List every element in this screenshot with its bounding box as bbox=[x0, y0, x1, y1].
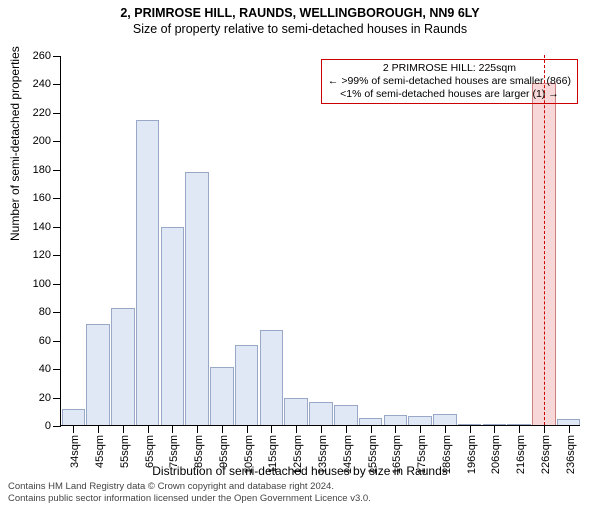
y-tick bbox=[53, 56, 61, 57]
y-tick-label: 40 bbox=[39, 363, 51, 375]
y-tick bbox=[53, 341, 61, 342]
y-tick bbox=[53, 170, 61, 171]
histogram-bar bbox=[334, 405, 358, 425]
y-tick-label: 140 bbox=[33, 221, 51, 233]
subject-marker-line bbox=[544, 55, 545, 425]
histogram-bar bbox=[161, 227, 185, 425]
annotation-line2: ← >99% of semi-detached houses are small… bbox=[328, 75, 571, 88]
y-tick bbox=[53, 312, 61, 313]
y-tick bbox=[53, 284, 61, 285]
x-tick bbox=[172, 425, 173, 433]
annotation-line3: <1% of semi-detached houses are larger (… bbox=[328, 88, 571, 101]
histogram-bar bbox=[86, 324, 110, 425]
x-tick bbox=[494, 425, 495, 433]
histogram-bar bbox=[210, 367, 234, 425]
histogram-bar bbox=[62, 409, 86, 425]
y-tick-label: 240 bbox=[33, 78, 51, 90]
x-tick bbox=[148, 425, 149, 433]
x-tick bbox=[420, 425, 421, 433]
x-tick bbox=[222, 425, 223, 433]
attribution-text: Contains HM Land Registry data © Crown c… bbox=[8, 481, 371, 504]
y-tick-label: 80 bbox=[39, 306, 51, 318]
y-tick bbox=[53, 227, 61, 228]
x-tick bbox=[569, 425, 570, 433]
x-tick bbox=[346, 425, 347, 433]
histogram-bar bbox=[136, 120, 160, 425]
bars-group bbox=[61, 56, 580, 425]
x-tick bbox=[519, 425, 520, 433]
y-tick-label: 20 bbox=[39, 392, 51, 404]
y-tick bbox=[53, 141, 61, 142]
y-tick-label: 220 bbox=[33, 107, 51, 119]
y-tick-label: 200 bbox=[33, 135, 51, 147]
plot-area: 02040608010012014016018020022024026034sq… bbox=[60, 56, 580, 426]
y-tick bbox=[53, 84, 61, 85]
x-tick bbox=[544, 425, 545, 433]
x-tick bbox=[395, 425, 396, 433]
histogram-bar bbox=[260, 330, 284, 425]
x-tick bbox=[445, 425, 446, 433]
y-tick-label: 260 bbox=[33, 50, 51, 62]
annotation-line1: 2 PRIMROSE HILL: 225sqm bbox=[328, 62, 571, 75]
x-tick bbox=[371, 425, 372, 433]
y-tick bbox=[53, 198, 61, 199]
y-tick bbox=[53, 255, 61, 256]
y-tick-label: 160 bbox=[33, 192, 51, 204]
y-tick bbox=[53, 426, 61, 427]
x-tick bbox=[73, 425, 74, 433]
y-tick-label: 0 bbox=[45, 420, 51, 432]
histogram-bar bbox=[185, 172, 209, 425]
histogram-bar bbox=[359, 418, 383, 425]
histogram-bar bbox=[284, 398, 308, 425]
x-tick bbox=[247, 425, 248, 433]
y-tick-label: 180 bbox=[33, 164, 51, 176]
y-tick-label: 100 bbox=[33, 278, 51, 290]
attribution-line1: Contains HM Land Registry data © Crown c… bbox=[8, 481, 371, 492]
histogram-bar bbox=[433, 414, 457, 425]
chart-container: 2, PRIMROSE HILL, RAUNDS, WELLINGBOROUGH… bbox=[0, 6, 600, 506]
histogram-bar bbox=[111, 308, 135, 425]
x-axis-label: Distribution of semi-detached houses by … bbox=[0, 464, 600, 478]
x-tick bbox=[296, 425, 297, 433]
y-tick-label: 60 bbox=[39, 335, 51, 347]
chart-subtitle: Size of property relative to semi-detach… bbox=[0, 22, 600, 36]
y-tick bbox=[53, 398, 61, 399]
histogram-bar bbox=[408, 416, 432, 425]
x-tick bbox=[321, 425, 322, 433]
histogram-bar bbox=[235, 345, 259, 425]
x-tick bbox=[197, 425, 198, 433]
x-tick bbox=[123, 425, 124, 433]
x-tick bbox=[271, 425, 272, 433]
chart-title: 2, PRIMROSE HILL, RAUNDS, WELLINGBOROUGH… bbox=[0, 6, 600, 20]
histogram-bar bbox=[384, 415, 408, 425]
histogram-bar bbox=[309, 402, 333, 425]
y-tick-label: 120 bbox=[33, 249, 51, 261]
y-axis-label: Number of semi-detached properties bbox=[8, 46, 22, 241]
x-tick bbox=[470, 425, 471, 433]
attribution-line2: Contains public sector information licen… bbox=[8, 493, 371, 504]
annotation-box: 2 PRIMROSE HILL: 225sqm← >99% of semi-de… bbox=[321, 59, 578, 104]
x-tick bbox=[98, 425, 99, 433]
y-tick bbox=[53, 113, 61, 114]
y-tick bbox=[53, 369, 61, 370]
